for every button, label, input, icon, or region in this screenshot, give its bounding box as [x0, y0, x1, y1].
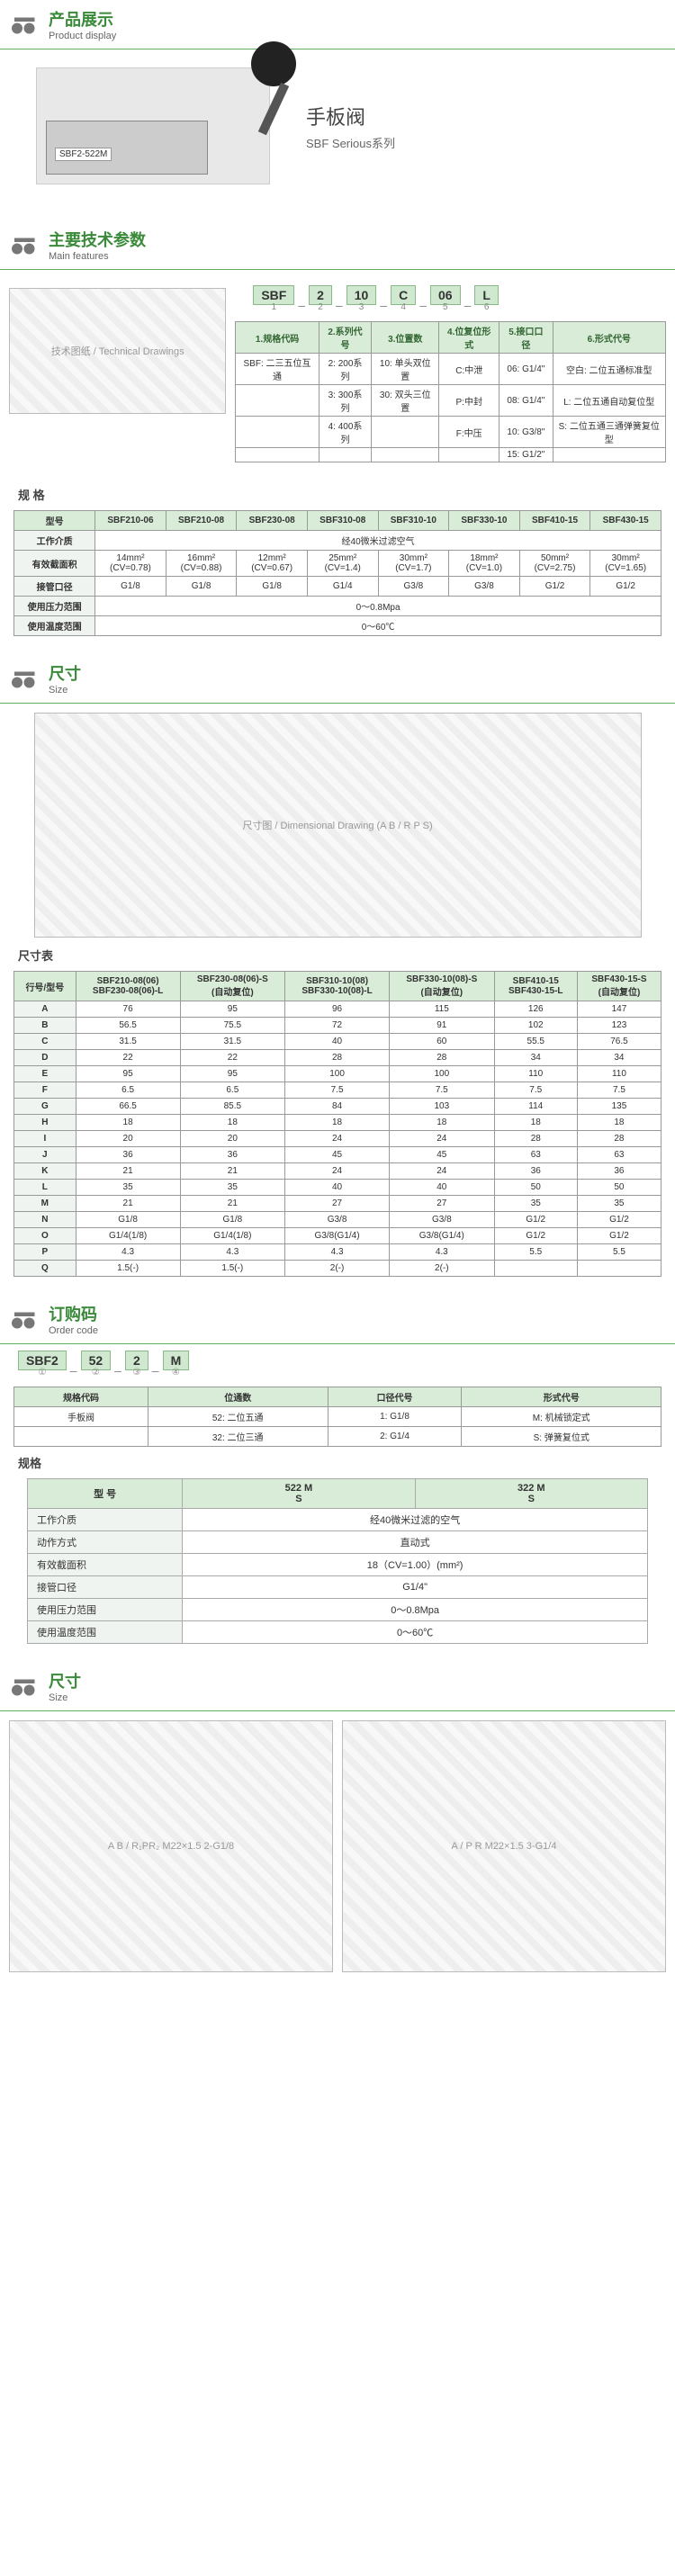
section-size-1: 尺寸 Size 尺寸图 / Dimensional Drawing (A B /…	[0, 654, 675, 1277]
size2-diagram-left: A B / R₁PR₂ M22×1.5 2-G1/8	[9, 1720, 333, 1972]
gear-icon	[9, 13, 41, 35]
section-product-display: 产品展示 Product display SBF2-522M 手板阀 SBF S…	[0, 0, 675, 202]
section-title-zh: 尺寸	[49, 1669, 81, 1692]
section-header: 尺寸 Size	[0, 1662, 675, 1711]
section-header: 主要技术参数 Main features	[0, 220, 675, 270]
section-title-zh: 订购码	[49, 1302, 98, 1325]
product-name: 手板阀	[306, 102, 395, 130]
code-structure-table: 1.规格代码2.系列代号3.位置数4.位复位形式5.接口口径6.形式代号SBF:…	[235, 321, 666, 462]
section-header: 产品展示 Product display	[0, 0, 675, 49]
size-table-title: 尺寸表	[18, 947, 657, 964]
section-header: 尺寸 Size	[0, 654, 675, 704]
spec-subtitle: 规 格	[18, 486, 657, 503]
section-header: 订购码 Order code	[0, 1295, 675, 1344]
spec-models-table: 型号SBF210-06SBF210-08SBF230-08SBF310-08SB…	[14, 510, 662, 636]
code-line-sbf2: SBF2①–52②–2③–M④	[18, 1353, 657, 1378]
section-title-en: Product display	[49, 31, 116, 41]
section-title-zh: 产品展示	[49, 7, 116, 31]
gear-icon	[9, 1675, 41, 1697]
section-title-en: Main features	[49, 251, 146, 262]
code-line-sbf: SBF1–22–103–C4–065–L6	[253, 288, 648, 312]
gear-icon	[9, 234, 41, 256]
product-series: SBF Serious系列	[306, 134, 395, 151]
features-diagram: 技术图纸 / Technical Drawings	[9, 288, 226, 414]
section-title-zh: 主要技术参数	[49, 228, 146, 251]
section-order-code: 订购码 Order code SBF2①–52②–2③–M④ 规格代码位通数口径…	[0, 1295, 675, 1644]
size1-diagram: 尺寸图 / Dimensional Drawing (A B / R P S)	[34, 713, 642, 938]
product-image: SBF2-522M	[36, 67, 270, 184]
order-code-table: 规格代码位通数口径代号形式代号手板阀52: 二位五通1: G1/8M: 机械锁定…	[14, 1387, 662, 1447]
size-table: 行号/型号SBF210-08(06) SBF230-08(06)-LSBF230…	[14, 971, 662, 1277]
section-main-features: 主要技术参数 Main features 技术图纸 / Technical Dr…	[0, 220, 675, 636]
product-label: SBF2-522M	[55, 148, 112, 161]
section-title-en: Size	[49, 685, 81, 696]
section-title-en: Order code	[49, 1325, 98, 1336]
gear-icon	[9, 668, 41, 689]
spec-block-title: 规格	[18, 1454, 657, 1471]
size2-diagram-right: A / P R M22×1.5 3-G1/4	[342, 1720, 666, 1972]
section-title-zh: 尺寸	[49, 661, 81, 685]
gear-icon	[9, 1308, 41, 1330]
spec-block-table: 型 号522 MS322 MS工作介质经40微米过滤的空气动作方式直动式有效截面…	[27, 1478, 648, 1644]
hero: SBF2-522M 手板阀 SBF Serious系列	[0, 49, 675, 202]
section-title-en: Size	[49, 1692, 81, 1703]
section-size-2: 尺寸 Size A B / R₁PR₂ M22×1.5 2-G1/8 A / P…	[0, 1662, 675, 1981]
